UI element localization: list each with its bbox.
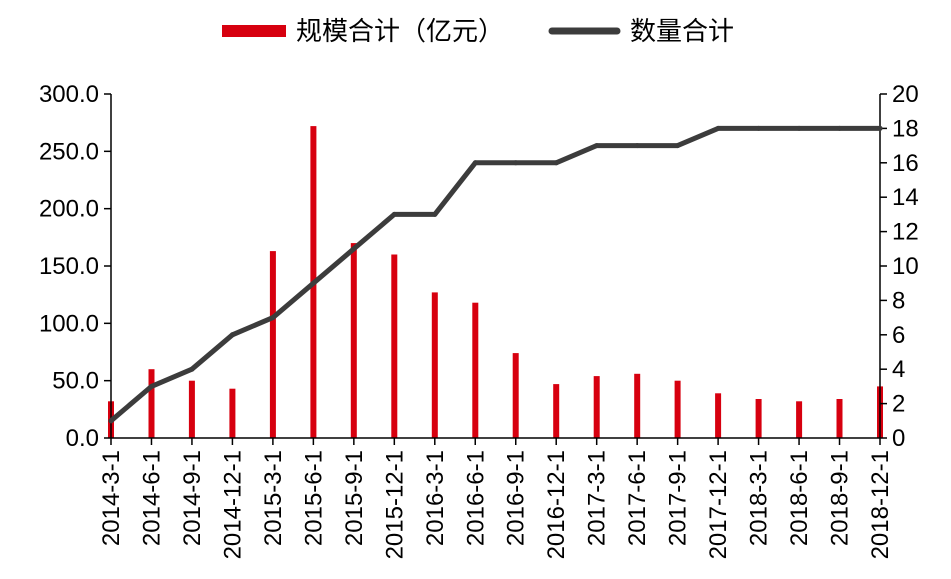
y-right-tick-label-16: 16 [892,150,919,177]
x-tick-label-2016-12-1: 2016-12-1 [543,450,570,559]
y-right-tick-label-4: 4 [892,356,905,383]
x-tick-label-2017-9-1: 2017-9-1 [665,450,692,546]
y-left-tick-label-100.0: 100.0 [39,310,99,337]
x-tick-label-2014-3-1: 2014-3-1 [98,450,125,546]
x-tick-label-2018-9-1: 2018-9-1 [827,450,854,546]
x-tick-label-2018-6-1: 2018-6-1 [786,450,813,546]
legend-bar-swatch [222,25,286,37]
line-point-2016-12-1 [553,160,559,166]
line-point-2017-3-1 [594,143,600,149]
line-point-2017-6-1 [634,143,640,149]
line-point-2015-3-1 [270,315,276,321]
x-tick-label-2018-12-1: 2018-12-1 [867,450,894,559]
x-tick-label-2016-6-1: 2016-6-1 [462,450,489,546]
y-left-tick-label-150.0: 150.0 [39,253,99,280]
bar-2016-12-1 [553,384,560,438]
y-right-tick-label-14: 14 [892,184,919,211]
y-left-tick-label-300.0: 300.0 [39,81,99,108]
y-left-tick-label-200.0: 200.0 [39,196,99,223]
x-tick-label-2014-12-1: 2014-12-1 [219,450,246,559]
x-tick-label-2015-6-1: 2015-6-1 [300,450,327,546]
bar-2016-3-1 [431,292,438,438]
line-point-2017-12-1 [715,125,721,131]
bar-2017-6-1 [634,373,641,438]
line-point-2018-6-1 [796,125,802,131]
y-right-tick-label-8: 8 [892,287,905,314]
x-tick-label-2017-12-1: 2017-12-1 [705,450,732,559]
x-tick-label-2015-3-1: 2015-3-1 [260,450,287,546]
legend-line-label: 数量合计 [630,16,734,46]
line-point-2018-3-1 [756,125,762,131]
x-tick-label-2017-3-1: 2017-3-1 [584,450,611,546]
bar-2016-6-1 [472,302,479,438]
bar-2014-6-1 [148,369,155,438]
line-point-2014-3-1 [108,418,114,424]
bar-2015-3-1 [269,251,276,438]
y-right-tick-label-12: 12 [892,219,919,246]
x-tick-label-2016-3-1: 2016-3-1 [422,450,449,546]
y-right-tick-label-18: 18 [892,115,919,142]
line-point-2016-6-1 [472,160,478,166]
x-tick-label-2015-9-1: 2015-9-1 [341,450,368,546]
line-point-2014-9-1 [189,366,195,372]
x-tick-label-2014-9-1: 2014-9-1 [179,450,206,546]
y-right-tick-label-0: 0 [892,425,905,452]
y-right-tick-label-20: 20 [892,81,919,108]
line-point-2016-3-1 [432,211,438,217]
bar-2015-12-1 [391,254,398,438]
bar-2018-3-1 [755,399,762,438]
line-point-2018-9-1 [837,125,842,131]
bar-2018-6-1 [796,401,803,438]
line-point-2017-9-1 [675,143,681,149]
y-right-tick-label-2: 2 [892,391,905,418]
legend: 规模合计（亿元） 数量合计 [222,16,734,46]
y-left-tick-label-50.0: 50.0 [52,368,99,395]
y-left-tick-label-250.0: 250.0 [39,138,99,165]
x-tick-label-2017-6-1: 2017-6-1 [624,450,651,546]
bar-2017-12-1 [715,393,722,438]
x-tick-label-2014-6-1: 2014-6-1 [138,450,165,546]
legend-bar-label: 规模合计（亿元） [296,16,504,46]
bar-2014-9-1 [188,380,195,438]
bar-2014-12-1 [229,388,236,438]
x-tick-label-2016-9-1: 2016-9-1 [503,450,530,546]
line-point-2016-9-1 [513,160,519,166]
bar-2015-9-1 [350,243,357,438]
y-right-tick-label-6: 6 [892,322,905,349]
line-point-2015-6-1 [310,280,316,286]
line-point-2018-12-1 [877,125,883,131]
line-point-2014-12-1 [229,332,235,338]
y-right-tick-label-10: 10 [892,253,919,280]
line-point-2015-9-1 [351,246,357,252]
plot-area: 0.0 50.0 100.0 150.0 200.0 250.0 300.0 0 2 4 6 8 10 1… [39,81,919,559]
bar-2017-9-1 [674,380,681,438]
bar-2016-9-1 [512,353,519,438]
bar-2017-3-1 [593,376,600,438]
line-point-2014-6-1 [149,383,154,389]
bar-2018-9-1 [836,399,843,438]
x-tick-label-2018-3-1: 2018-3-1 [746,450,773,546]
y-left-tick-label-0.0: 0.0 [66,425,99,452]
x-tick-label-2015-12-1: 2015-12-1 [381,450,408,559]
line-point-2015-12-1 [391,211,397,217]
series-line-count [108,125,883,424]
